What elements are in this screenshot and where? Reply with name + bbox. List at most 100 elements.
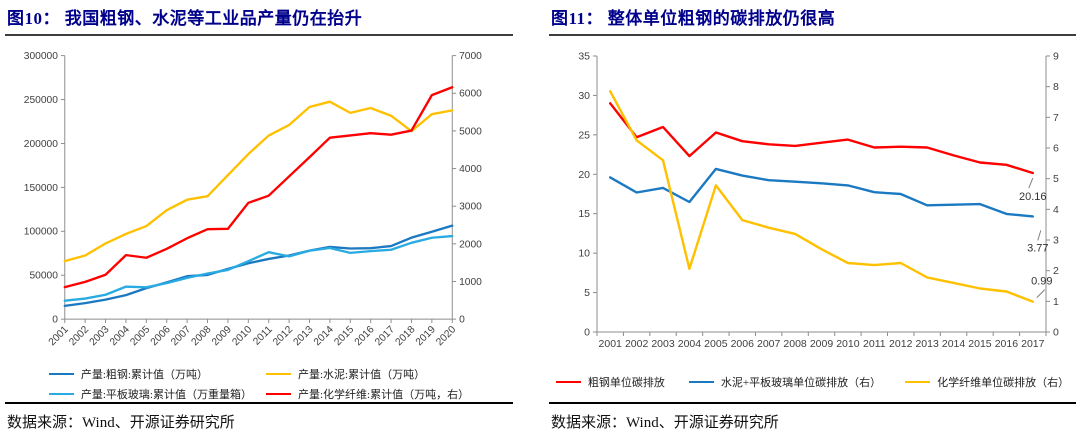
series-line-1	[609, 167, 1034, 218]
x-axis-label: 2006	[731, 338, 755, 350]
y-axis-label-right: 7000	[459, 51, 482, 62]
x-axis-label: 2002	[67, 324, 91, 348]
figure11-title: 图11： 整体单位粗钢的碳排放仍很高	[549, 3, 1076, 36]
x-axis-label: 2010	[836, 338, 860, 350]
figure10-legend: 产量:粗钢:累计值（万吨） 产量:水泥:累计值（万吨） 产量:平板玻璃:累计值（万重…	[5, 366, 513, 402]
x-axis-label: 2009	[810, 338, 834, 350]
y-axis-label-right: 5	[1053, 173, 1059, 185]
x-axis-label: 2010	[230, 324, 254, 348]
y-axis-label-left: 25	[578, 129, 590, 141]
y-axis-label-left: 5	[584, 287, 590, 299]
annotation-label: 3.77	[1027, 242, 1048, 254]
legend-label: 粗钢单位碳排放	[587, 377, 665, 389]
x-axis-label: 2011	[863, 338, 886, 350]
x-axis-label: 2013	[292, 324, 316, 348]
series-line-0	[63, 224, 454, 308]
y-axis-label-left: 30	[578, 90, 590, 102]
y-axis-label-left: 35	[578, 51, 590, 63]
x-axis-label: 2003	[651, 338, 675, 350]
legend-marker	[48, 372, 74, 376]
x-axis-label: 2001	[599, 338, 623, 350]
legend-marker	[905, 380, 931, 384]
y-axis-label-right: 4	[1053, 204, 1059, 216]
y-axis-label-left: 300000	[24, 51, 58, 62]
series-line-0	[609, 102, 1034, 175]
x-axis-label: 2020	[434, 324, 458, 348]
figure10-panel: 图10： 我国粗钢、水泥等工业品产量仍在抬升 0 50000 100000 15000…	[5, 3, 513, 432]
x-axis-label: 2012	[889, 338, 913, 350]
x-axis-label: 2017	[373, 324, 397, 348]
y-axis-label-left: 200000	[24, 139, 58, 150]
legend-item: 粗钢单位碳排放	[555, 374, 665, 390]
x-axis-label: 2018	[394, 324, 418, 348]
y-axis-label-right: 6000	[459, 89, 482, 100]
x-axis-label: 2003	[88, 324, 112, 348]
figure11-chart: 0 5 10 15 20 25 30 35 0 1 2 3 4 5 6 7 8 9 2001 2002 2003 2004…	[578, 51, 1059, 351]
y-axis-label-right: 1000	[459, 277, 482, 288]
x-axis-label: 2005	[128, 324, 152, 348]
legend-item: 产量:水泥:累计值（万吨）	[266, 366, 469, 382]
x-axis-label: 2001	[47, 324, 71, 348]
annotation-leader	[1037, 230, 1042, 241]
annotation-leader	[1028, 177, 1034, 189]
figure11-legend: 粗钢单位碳排放 水泥+平板玻璃单位碳排放（右） 化学纤维单位碳排放（右）	[549, 374, 1076, 390]
x-axis-label: 2011	[251, 324, 275, 348]
y-axis-label-right: 8	[1053, 81, 1059, 93]
x-axis-label: 2009	[210, 324, 234, 348]
series-line-3	[63, 86, 454, 289]
y-axis-label-right: 9	[1053, 51, 1059, 63]
x-axis-label: 2015	[968, 338, 992, 350]
y-axis-label-right: 5000	[459, 126, 482, 137]
y-axis-label-right: 0	[459, 315, 465, 326]
legend-label: 产量:粗钢:累计值（万吨）	[80, 369, 208, 381]
legend-label: 产量:化学纤维:累计值（万吨，右）	[298, 389, 470, 401]
series-line-2	[609, 90, 1034, 303]
legend-marker	[688, 380, 714, 384]
figure11-source: 数据来源：Wind、开源证券研究所	[549, 402, 1076, 432]
x-axis-label: 2019	[414, 324, 438, 348]
series-line-1	[63, 100, 454, 263]
y-axis-label-right: 4000	[459, 164, 482, 175]
x-axis-label: 2002	[625, 338, 649, 350]
x-axis-label: 2013	[915, 338, 939, 350]
legend-label: 产量:平板玻璃:累计值（万重量箱）	[80, 389, 252, 401]
legend-marker	[48, 392, 74, 396]
x-axis-label: 2015	[332, 324, 356, 348]
legend-item: 化学纤维单位碳排放（右）	[905, 374, 1069, 390]
annotation-label: 0.99	[1031, 276, 1052, 288]
y-axis-label-right: 3	[1053, 235, 1059, 247]
y-axis-label-left: 250000	[24, 95, 58, 106]
y-axis-label-right: 1	[1053, 296, 1059, 308]
figure10-title: 图10： 我国粗钢、水泥等工业品产量仍在抬升	[5, 3, 513, 36]
y-axis-label-left: 100000	[24, 227, 58, 238]
series-line-2	[63, 234, 454, 302]
x-axis-label: 2017	[1021, 338, 1045, 350]
x-axis-label: 2008	[190, 324, 214, 348]
y-axis-label-left: 15	[578, 208, 590, 220]
x-axis-label: 2006	[149, 324, 173, 348]
legend-label: 产量:水泥:累计值（万吨）	[298, 369, 426, 381]
x-axis-label: 2016	[353, 324, 377, 348]
figure11-panel: 图11： 整体单位粗钢的碳排放仍很高 0 5 10 15 20 25 30 35 0 1 2 3 4 5 6…	[549, 3, 1076, 432]
legend-label: 化学纤维单位碳排放（右）	[937, 377, 1070, 389]
y-axis-label-left: 20	[578, 169, 590, 181]
x-axis-label: 2016	[995, 338, 1019, 350]
x-axis-label: 2012	[271, 324, 295, 348]
annotation-leader	[1036, 289, 1046, 298]
x-axis-label: 2014	[942, 338, 966, 350]
y-axis-label-left: 150000	[24, 183, 58, 194]
legend-marker	[555, 380, 581, 384]
y-axis-label-left: 10	[578, 248, 590, 260]
x-axis-label: 2004	[108, 324, 132, 348]
legend-item: 水泥+平板玻璃单位碳排放（右）	[688, 374, 881, 390]
x-axis-label: 2008	[783, 338, 807, 350]
x-axis-label: 2004	[678, 338, 702, 350]
annotation-label: 20.16	[1019, 191, 1047, 203]
figure10-chart: 0 50000 100000 150000 200000 250000 300000 0 100…	[24, 51, 482, 348]
legend-item: 产量:粗钢:累计值（万吨）	[48, 366, 252, 382]
y-axis-label-right: 2000	[459, 239, 482, 250]
y-axis-label-right: 0	[1053, 327, 1059, 339]
legend-item: 产量:化学纤维:累计值（万吨，右）	[266, 386, 469, 402]
legend-marker	[266, 372, 291, 376]
y-axis-label-right: 2	[1053, 265, 1059, 277]
